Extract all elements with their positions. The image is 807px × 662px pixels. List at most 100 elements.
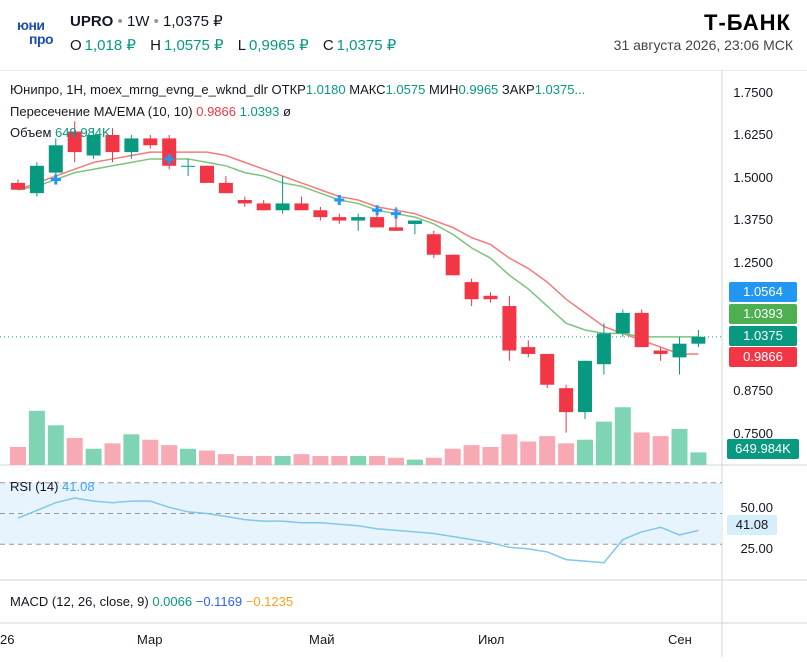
candle-body xyxy=(86,135,101,156)
candle-body xyxy=(143,138,158,146)
candle-body xyxy=(596,333,611,365)
volume-legend: Объем 649.984K xyxy=(10,125,111,140)
ticker-symbol[interactable]: UPRO xyxy=(70,13,114,30)
rsi-tick: 25.00 xyxy=(740,541,773,556)
volume-bar xyxy=(558,443,575,465)
close-value: 1,0375 ₽ xyxy=(336,37,397,54)
volume-bar xyxy=(520,441,537,465)
y-tick: 1.2500 xyxy=(733,255,773,270)
volume-bar xyxy=(444,448,461,465)
open-label: ОТКР xyxy=(271,82,306,97)
high-label: МАКС xyxy=(349,82,386,97)
volume-bar xyxy=(66,437,83,465)
candle-body xyxy=(67,131,82,153)
candle-body xyxy=(124,138,139,153)
volume-val: 649.984K xyxy=(55,125,111,140)
ohlc-line: O 1,018 ₽ H 1,0575 ₽ L 0,9965 ₽ C 1,0375 ₽ xyxy=(70,36,406,54)
ma-price-tag: 0.9866 xyxy=(729,347,797,367)
volume-bar xyxy=(388,457,404,465)
volume-bar xyxy=(539,436,556,465)
rsi-val: 41.08 xyxy=(62,479,95,494)
volume-tag: 649.984K xyxy=(727,439,799,459)
candle-body xyxy=(275,203,290,211)
volume-bar xyxy=(652,436,669,465)
open-val: 1.0180 xyxy=(305,82,346,97)
y-tick: 0.8750 xyxy=(733,383,773,398)
high-key: H xyxy=(150,37,161,54)
candle-body xyxy=(200,165,214,183)
macd-label: MACD (12, 26, close, 9) xyxy=(10,594,149,609)
volume-bar xyxy=(577,439,593,465)
ma-line xyxy=(17,151,699,355)
chart-frame[interactable]: Юнипро, 1H, moex_mrng_evng_e_wknd_dlr ОТ… xyxy=(0,69,807,657)
high-value: 1,0575 ₽ xyxy=(163,37,224,54)
x-label: Мар xyxy=(137,632,163,647)
volume-bar xyxy=(142,439,159,465)
volume-bar xyxy=(312,455,329,465)
macd-legend: MACD (12, 26, close, 9) 0.0066 −0.1169 −… xyxy=(10,594,293,609)
y-tick: 0.7500 xyxy=(733,426,773,441)
volume-bar xyxy=(671,428,688,465)
candle-body xyxy=(540,353,555,385)
candle-body xyxy=(370,217,385,228)
candle-body xyxy=(11,182,25,190)
candle-body xyxy=(559,388,574,413)
candle-body xyxy=(521,347,536,354)
candle-body xyxy=(313,210,328,218)
candle-body xyxy=(389,227,403,231)
tbank-brand: Т‑БАНК xyxy=(704,10,791,35)
candle-body xyxy=(426,234,441,255)
candle-body xyxy=(672,343,687,358)
x-label: 26 xyxy=(0,632,15,647)
candle-body xyxy=(256,203,271,211)
high-price-tag: 1.0564 xyxy=(729,282,797,302)
last-price-tag: 1.0375 xyxy=(729,326,797,346)
volume-bar xyxy=(10,446,26,465)
volume-bar xyxy=(595,421,612,465)
ma-legend: Пересечение MA/EMA (10, 10) 0.9866 1.039… xyxy=(10,104,291,119)
candle-body xyxy=(464,282,479,300)
macd-val: 0.0066 xyxy=(152,594,193,609)
volume-bar xyxy=(633,432,650,465)
timeframe[interactable]: 1W xyxy=(126,13,150,30)
candle-body xyxy=(294,203,309,211)
x-label: Сен xyxy=(668,632,692,647)
volume-bar xyxy=(123,434,140,465)
volume-bar xyxy=(690,452,707,465)
candle-body xyxy=(237,200,252,204)
volume-bar xyxy=(217,454,234,465)
ticker-line: UPRO • 1W • 1,0375 ₽ xyxy=(70,13,223,30)
candle-body xyxy=(502,306,517,351)
candle-body xyxy=(332,217,347,221)
candle-body xyxy=(407,220,422,224)
volume-bar xyxy=(255,455,272,465)
volume-bar xyxy=(47,425,64,465)
rsi-label: RSI (14) xyxy=(10,479,59,494)
rsi-line xyxy=(17,497,699,564)
volume-bar xyxy=(331,455,348,465)
low-value: 0,9965 ₽ xyxy=(249,37,309,54)
volume-bar xyxy=(369,455,386,465)
low-val: 0.9965 xyxy=(458,82,499,97)
volume-bar xyxy=(104,443,121,465)
macd-signal: −0.1169 xyxy=(195,594,243,609)
volume-bar xyxy=(85,448,102,465)
ema-line xyxy=(17,158,699,338)
candle-body xyxy=(105,135,120,153)
open-key: O xyxy=(70,37,82,54)
candle-body xyxy=(578,360,592,413)
rsi-tick: 50.00 xyxy=(740,500,773,515)
candle-body xyxy=(615,312,630,334)
volume-bar xyxy=(350,455,367,465)
chart-svg[interactable] xyxy=(0,69,807,657)
rsi-tag: 41.08 xyxy=(727,515,777,535)
close-key: C xyxy=(322,37,334,54)
unipro-logo: юни про xyxy=(17,17,61,49)
y-tick: 1.5000 xyxy=(733,170,773,185)
high-val: 1.0575 xyxy=(385,82,426,97)
volume-bar xyxy=(199,450,215,465)
datetime: 31 августа 2026, 23:06 МСК xyxy=(613,37,793,53)
ma-extra: ø xyxy=(283,104,291,119)
logo-line-2: про xyxy=(29,31,54,47)
